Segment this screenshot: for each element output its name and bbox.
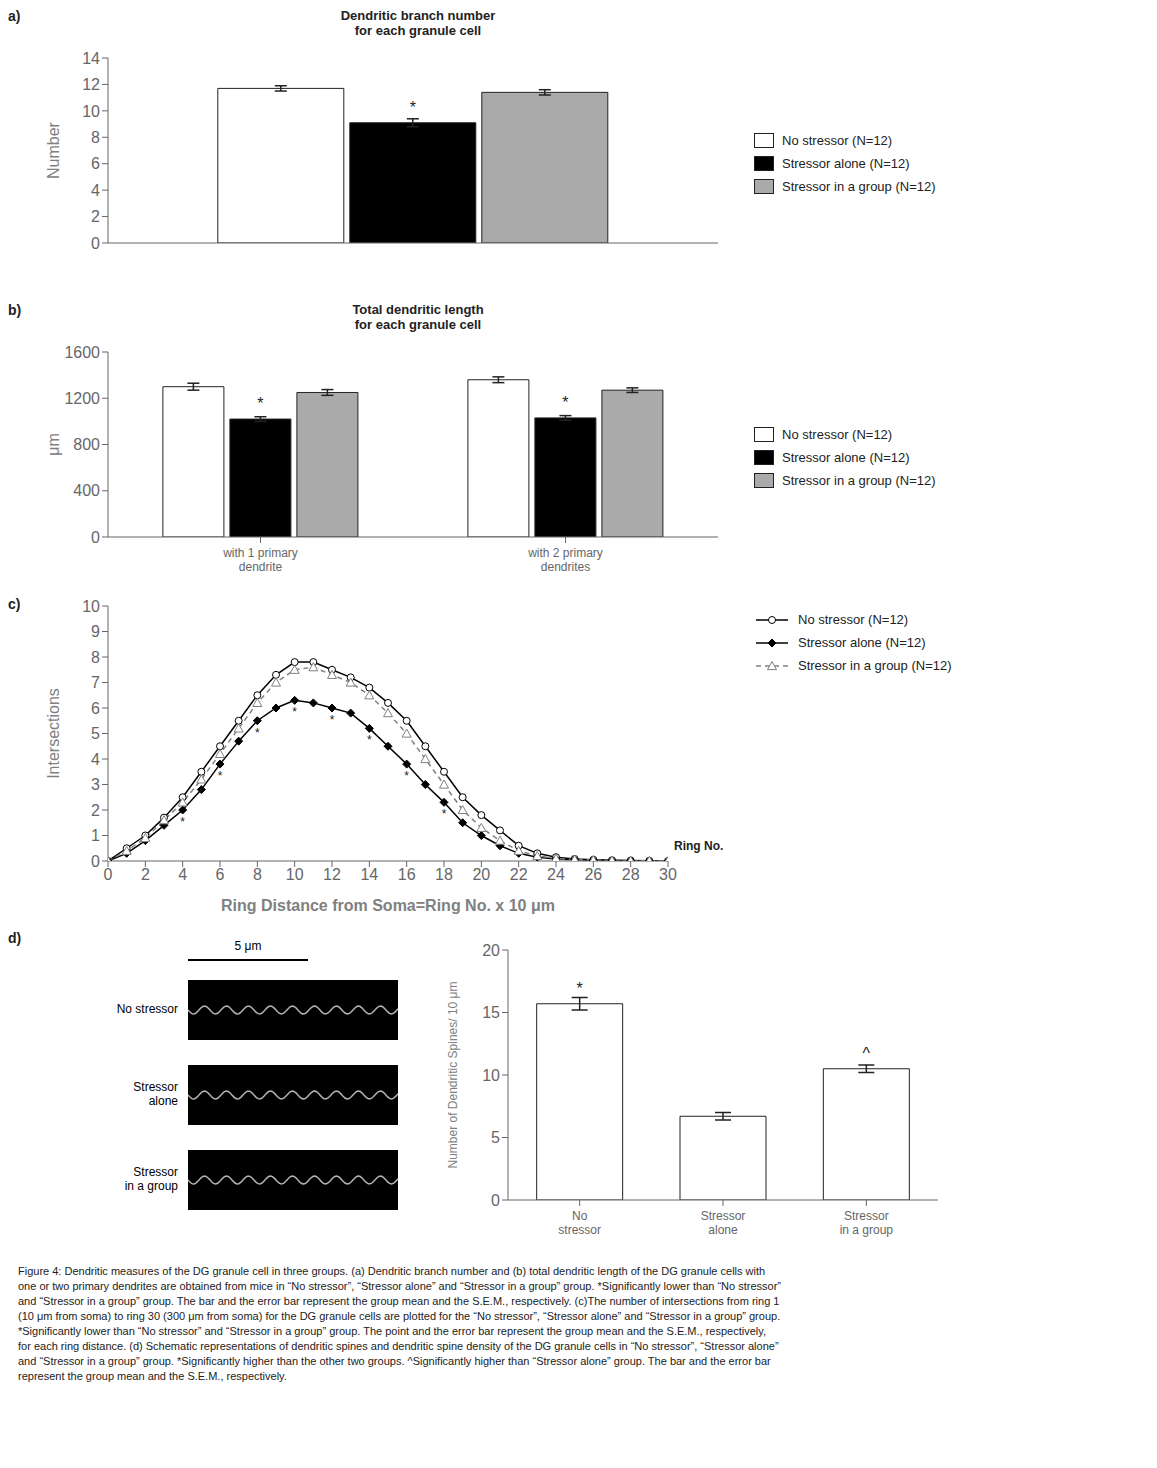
html-text:Figure 4: Dendritic measures o: Figure 4: Dendritic measures of the DG g… [18, 1265, 781, 1382]
svg-text:0: 0 [91, 529, 100, 546]
svg-text:1200: 1200 [64, 390, 100, 407]
svg-text:4: 4 [91, 182, 100, 199]
svg-text:0: 0 [491, 1192, 500, 1209]
svg-text:9: 9 [91, 623, 100, 640]
svg-text:22: 22 [510, 866, 528, 883]
svg-text:Intersections: Intersections [45, 688, 62, 779]
html-text:Stressor in a group (N=12): Stressor in a group (N=12) [782, 178, 936, 194]
svg-text:18: 18 [435, 866, 453, 883]
svg-text:7: 7 [91, 674, 100, 691]
svg-text:24: 24 [547, 866, 565, 883]
html-text:Stressor in a group (N=12): Stressor in a group (N=12) [782, 472, 936, 488]
svg-text:28: 28 [622, 866, 640, 883]
svg-text:*: * [410, 99, 416, 116]
svg-text:*: * [255, 726, 260, 740]
svg-text:Ring Distance from Soma=Ring N: Ring Distance from Soma=Ring No. x 10 μm [221, 897, 555, 914]
svg-text:6: 6 [91, 700, 100, 717]
svg-text:26: 26 [584, 866, 602, 883]
svg-text:10: 10 [82, 598, 100, 615]
svg-text:^: ^ [863, 1045, 871, 1062]
svg-text:10: 10 [286, 866, 304, 883]
svg-text:Stressoralone: Stressoralone [701, 1209, 746, 1237]
svg-text:with 2 primarydendrites: with 2 primarydendrites [527, 546, 603, 574]
svg-text:1600: 1600 [64, 344, 100, 361]
svg-text:800: 800 [73, 436, 100, 453]
svg-text:14: 14 [360, 866, 378, 883]
svg-text:6: 6 [91, 155, 100, 172]
svg-text:15: 15 [482, 1004, 500, 1021]
svg-text:Stressoralone: Stressoralone [133, 1080, 178, 1108]
svg-text:2: 2 [141, 866, 150, 883]
html-text:Dendritic branch number for ea: Dendritic branch number for each granule… [340, 8, 496, 38]
svg-text:2: 2 [91, 802, 100, 819]
svg-text:12: 12 [323, 866, 341, 883]
svg-text:5: 5 [491, 1129, 500, 1146]
html-text:Stressor alone (N=12): Stressor alone (N=12) [782, 155, 910, 171]
svg-text:μm: μm [45, 433, 62, 456]
svg-text:20: 20 [482, 942, 500, 959]
svg-text:0: 0 [91, 853, 100, 870]
svg-text:8: 8 [253, 866, 262, 883]
svg-text:*: * [404, 769, 409, 783]
svg-text:Number of Dendritic Spines/ 10: Number of Dendritic Spines/ 10 μm [446, 982, 460, 1169]
html-text:No stressor (N=12): No stressor (N=12) [798, 612, 909, 627]
svg-text:2: 2 [91, 208, 100, 225]
svg-text:0: 0 [91, 235, 100, 252]
svg-text:30: 30 [659, 866, 677, 883]
svg-text:20: 20 [472, 866, 490, 883]
html-text:Total dendritic length for eac: Total dendritic length for each granule … [352, 302, 484, 332]
svg-text:12: 12 [82, 76, 100, 93]
svg-text:3: 3 [91, 776, 100, 793]
svg-text:16: 16 [398, 866, 416, 883]
html-text:Stressor alone (N=12): Stressor alone (N=12) [798, 635, 926, 650]
html-text:No stressor (N=12): No stressor (N=12) [782, 426, 893, 442]
html-text:d): d) [8, 930, 22, 946]
html-text:a): a) [8, 8, 21, 24]
html-text:Stressor alone (N=12): Stressor alone (N=12) [782, 449, 910, 465]
svg-text:*: * [562, 394, 568, 411]
svg-text:*: * [330, 713, 335, 727]
svg-text:*: * [367, 733, 372, 747]
svg-text:400: 400 [73, 482, 100, 499]
svg-text:8: 8 [91, 129, 100, 146]
svg-text:6: 6 [216, 866, 225, 883]
svg-text:0: 0 [104, 866, 113, 883]
html-text:Stressor in a group (N=12): Stressor in a group (N=12) [798, 658, 952, 673]
html-text:c): c) [8, 596, 21, 612]
svg-text:Stressorin a group: Stressorin a group [840, 1209, 894, 1237]
html-text:No stressor (N=12): No stressor (N=12) [782, 132, 893, 148]
svg-text:5 μm: 5 μm [235, 939, 262, 953]
svg-text:*: * [218, 769, 223, 783]
svg-text:with 1 primarydendrite: with 1 primarydendrite [222, 546, 298, 574]
svg-text:Number: Number [45, 121, 62, 179]
svg-text:10: 10 [482, 1067, 500, 1084]
svg-text:Nostressor: Nostressor [558, 1209, 601, 1237]
svg-text:No stressor: No stressor [117, 1002, 178, 1016]
svg-text:14: 14 [82, 50, 100, 67]
svg-text:8: 8 [91, 649, 100, 666]
svg-text:*: * [442, 807, 447, 821]
svg-text:1: 1 [91, 827, 100, 844]
svg-text:Stressorin a group: Stressorin a group [125, 1165, 179, 1193]
svg-text:*: * [257, 395, 263, 412]
svg-text:5: 5 [91, 725, 100, 742]
svg-text:*: * [180, 815, 185, 829]
html-text:Ring No.: Ring No. [674, 839, 724, 853]
svg-text:4: 4 [178, 866, 187, 883]
svg-text:4: 4 [91, 751, 100, 768]
svg-text:*: * [292, 705, 297, 719]
html-text:b): b) [8, 302, 22, 318]
svg-text:*: * [577, 980, 583, 997]
svg-text:10: 10 [82, 103, 100, 120]
